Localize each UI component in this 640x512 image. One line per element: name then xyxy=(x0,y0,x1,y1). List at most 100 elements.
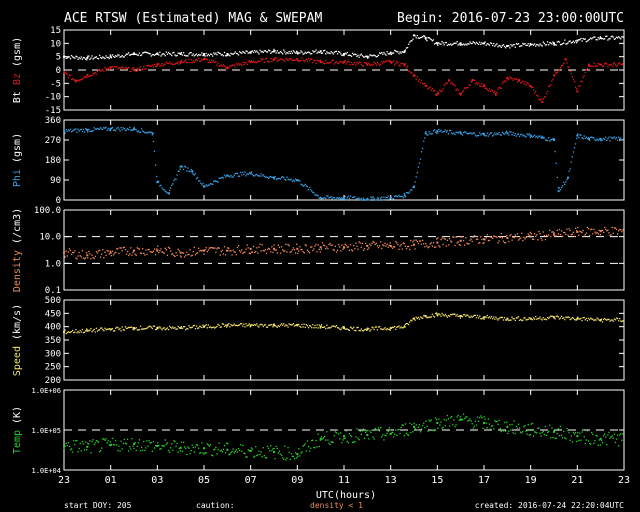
data-point-speed xyxy=(585,317,588,320)
data-point-bz xyxy=(446,82,449,84)
data-point-temp xyxy=(194,446,197,448)
data-point-temp xyxy=(129,446,131,448)
data-point-speed xyxy=(95,327,98,329)
data-point-density xyxy=(596,231,598,234)
data-point-speed xyxy=(102,328,104,331)
data-point-bz xyxy=(209,61,212,64)
data-point-density xyxy=(226,250,228,252)
data-point-temp xyxy=(470,420,472,422)
data-point-phi xyxy=(609,140,611,142)
data-point-speed xyxy=(600,318,603,320)
data-point-speed xyxy=(416,317,418,320)
data-point-density xyxy=(260,250,262,252)
data-point-bt xyxy=(177,52,179,54)
data-point-speed xyxy=(476,314,479,317)
data-point-phi xyxy=(499,134,501,136)
data-point-speed xyxy=(318,324,320,326)
data-point-bt xyxy=(522,42,524,45)
data-point-density xyxy=(123,246,126,248)
data-point-temp xyxy=(300,452,302,454)
data-point-bz xyxy=(613,62,616,64)
data-point-phi xyxy=(572,151,575,153)
data-point-bt xyxy=(192,53,194,55)
data-point-density xyxy=(128,254,130,257)
data-point-bz xyxy=(458,92,460,95)
data-point-speed xyxy=(456,313,458,316)
data-point-temp xyxy=(114,444,116,446)
data-point-speed xyxy=(308,325,311,327)
data-point-bt xyxy=(446,44,449,46)
data-point-phi xyxy=(302,185,304,187)
data-point-speed xyxy=(563,317,565,319)
data-point-bt xyxy=(487,43,490,45)
data-point-phi xyxy=(291,180,294,182)
data-point-density xyxy=(389,242,392,244)
data-point-phi xyxy=(357,197,359,200)
data-point-temp xyxy=(488,423,491,425)
data-point-speed xyxy=(481,318,483,320)
data-point-density xyxy=(293,249,296,251)
data-point-phi xyxy=(507,132,509,135)
data-point-phi xyxy=(243,173,245,176)
data-point-temp xyxy=(154,444,157,447)
data-point-bz xyxy=(540,98,542,100)
data-point-bz xyxy=(504,81,507,83)
data-point-speed xyxy=(288,323,290,325)
data-point-phi xyxy=(259,175,261,177)
data-point-density xyxy=(105,254,107,256)
data-point-bt xyxy=(618,36,620,38)
data-point-phi xyxy=(173,179,175,182)
data-point-phi xyxy=(249,172,252,175)
data-point-phi xyxy=(149,131,151,134)
data-point-bt xyxy=(437,44,439,46)
data-point-speed xyxy=(149,325,151,328)
data-point-speed xyxy=(320,324,323,326)
data-point-temp xyxy=(349,434,352,436)
data-point-phi xyxy=(562,185,564,187)
data-point-speed xyxy=(526,319,528,321)
data-point-bz xyxy=(367,64,369,66)
data-point-temp xyxy=(479,417,481,419)
data-point-bt xyxy=(359,54,361,56)
y-tick-label-mag: -15 xyxy=(45,106,61,116)
data-point-phi xyxy=(102,128,104,130)
data-point-bz xyxy=(226,67,228,70)
data-point-density xyxy=(181,252,184,254)
data-point-bz xyxy=(460,92,463,94)
data-point-temp xyxy=(504,430,507,432)
data-point-phi xyxy=(443,130,445,133)
data-point-bz xyxy=(283,59,285,61)
data-point-density xyxy=(535,235,537,237)
data-point-speed xyxy=(457,315,459,318)
data-point-bz xyxy=(319,59,322,61)
data-point-bz xyxy=(92,72,94,74)
data-point-density xyxy=(270,251,272,253)
data-point-temp xyxy=(79,442,81,445)
data-point-phi xyxy=(389,196,392,199)
data-point-phi xyxy=(263,175,266,177)
data-point-temp xyxy=(542,430,544,433)
data-point-temp xyxy=(152,441,155,443)
data-point-bz xyxy=(221,65,224,67)
data-point-density xyxy=(531,238,534,240)
data-point-temp xyxy=(103,438,105,440)
data-point-bz xyxy=(321,61,324,63)
data-point-temp xyxy=(427,430,429,432)
data-point-bt xyxy=(360,53,362,55)
data-point-bz xyxy=(273,59,275,61)
data-point-bz xyxy=(203,57,205,59)
data-point-temp xyxy=(291,455,294,458)
data-point-temp xyxy=(287,446,289,449)
data-point-speed xyxy=(194,327,197,330)
data-point-phi xyxy=(531,136,534,138)
data-point-phi xyxy=(343,198,345,200)
data-point-density xyxy=(493,235,495,237)
data-point-speed xyxy=(441,312,443,315)
data-point-speed xyxy=(610,319,612,321)
y-axis-label-temp: Temp (K) xyxy=(12,406,23,454)
data-point-speed xyxy=(132,328,134,330)
data-point-temp xyxy=(156,444,159,447)
data-point-bz xyxy=(344,59,346,62)
data-point-density xyxy=(163,252,165,254)
data-point-bt xyxy=(387,53,389,55)
